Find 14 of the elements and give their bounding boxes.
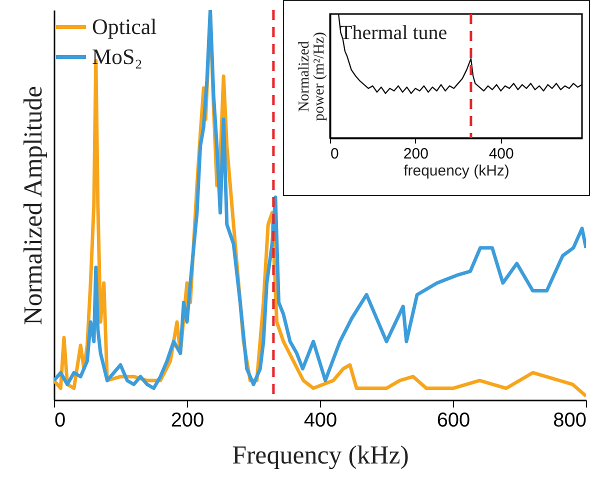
x-tick-label: 800 (553, 410, 586, 432)
x-tick-label: 200 (403, 146, 428, 162)
y-axis-title: Normalized Amplitude (18, 86, 48, 326)
x-tick-label: 400 (304, 410, 338, 432)
x-tick-label: 400 (488, 146, 514, 162)
x-tick-label: 200 (170, 410, 204, 432)
x-axis-title: Frequency (kHz) (232, 440, 409, 470)
x-axis-title: frequency (kHz) (404, 162, 510, 180)
x-tick-label: 0 (54, 410, 66, 432)
y-axis-title: Normalized power (m²/Hz) (296, 32, 328, 122)
x-tick-label: 0 (330, 146, 339, 162)
x-tick-label: 600 (436, 410, 470, 432)
legend-label: Optical (92, 14, 157, 39)
legend-label: MoS₂ (92, 44, 142, 69)
